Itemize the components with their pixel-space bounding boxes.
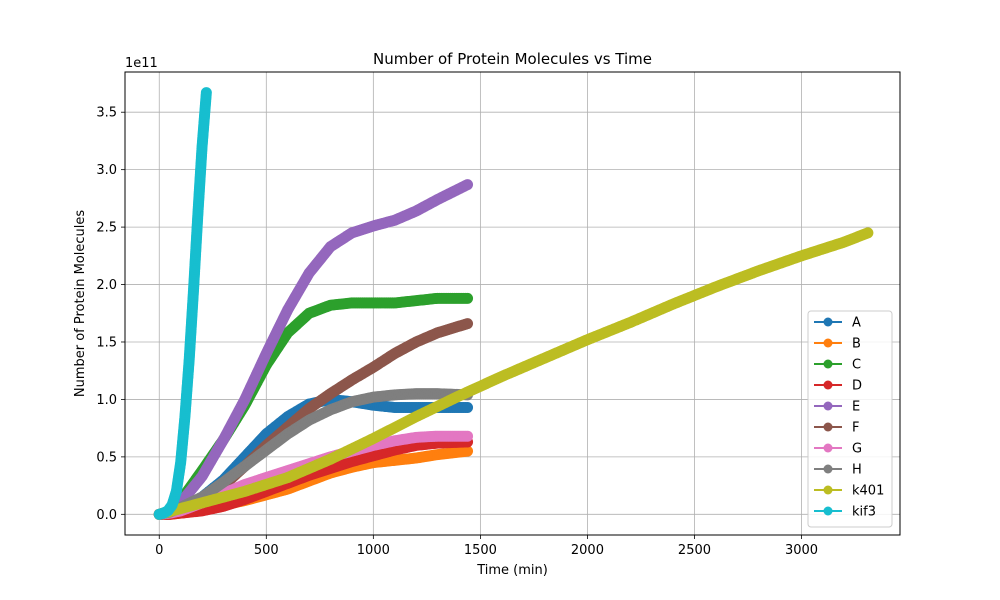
axes-frame (124, 71, 901, 536)
y-axis-offset-text: 1e11 (125, 56, 158, 71)
legend-item-a: A (814, 316, 861, 331)
x-tick-label: 2500 (678, 543, 711, 558)
ticks: 0 500 1000 1500 2000 2500 3000 0.0 0.5 1.0 1.5 2.0 2… (96, 106, 818, 558)
y-tick-label: 2.0 (96, 278, 117, 293)
legend-swatch-marker (823, 464, 833, 474)
data-point (862, 227, 874, 239)
legend-label: k401 (852, 484, 884, 499)
data-point (462, 430, 474, 442)
legend-swatch-marker (823, 380, 833, 390)
legend-label: G (852, 442, 862, 457)
y-tick-label: 3.0 (96, 163, 117, 178)
data-point (462, 445, 474, 457)
legend-item-f: F (814, 421, 859, 436)
legend-item-d: D (814, 379, 862, 394)
legend-swatch-marker (823, 422, 833, 432)
data-point (462, 318, 474, 330)
x-tick-label: 3000 (785, 543, 818, 558)
x-tick-label: 1500 (464, 543, 497, 558)
legend-label: D (852, 379, 862, 394)
series-layer (153, 87, 874, 520)
legend-label: E (852, 400, 860, 415)
x-tick-label: 500 (254, 543, 279, 558)
legend-swatch-marker (823, 359, 833, 369)
legend-item-k401: k401 (814, 484, 884, 499)
legend-swatch-marker (823, 338, 833, 348)
data-point (462, 401, 474, 413)
legend-swatch-marker (823, 401, 833, 411)
legend-item-h: H (814, 463, 862, 478)
legend-item-b: B (814, 337, 861, 352)
legend-swatch-marker (823, 506, 833, 516)
legend-swatch-marker (823, 317, 833, 327)
series-k401 (153, 227, 874, 520)
y-tick-label: 0.5 (96, 450, 117, 465)
data-point (462, 292, 474, 304)
legend-item-e: E (814, 400, 860, 415)
grid (125, 72, 900, 535)
y-tick-label: 1.0 (96, 393, 117, 408)
data-point (200, 87, 212, 99)
series-kif3 (153, 87, 212, 520)
x-axis-label: Time (min) (476, 563, 548, 578)
legend-label: kif3 (852, 505, 876, 520)
x-tick-label: 0 (155, 543, 163, 558)
legend-label: H (852, 463, 862, 478)
legend-item-c: C (814, 358, 861, 373)
data-point (462, 179, 474, 191)
y-tick-label: 2.5 (96, 221, 117, 236)
legend-label: A (852, 316, 861, 331)
legend-label: F (852, 421, 859, 436)
legend-label: C (852, 358, 861, 373)
legend-item-kif3: kif3 (814, 505, 876, 520)
x-tick-label: 1000 (357, 543, 390, 558)
chart-title: Number of Protein Molecules vs Time (373, 50, 652, 68)
legend-label: B (852, 337, 861, 352)
y-axis-label: Number of Protein Molecules (73, 210, 88, 397)
x-tick-label: 2000 (571, 543, 604, 558)
legend-item-g: G (814, 442, 862, 457)
y-tick-label: 3.5 (96, 106, 117, 121)
y-tick-label: 0.0 (96, 508, 117, 523)
y-tick-label: 1.5 (96, 335, 117, 350)
legend-swatch-marker (823, 485, 833, 495)
legend-swatch-marker (823, 443, 833, 453)
